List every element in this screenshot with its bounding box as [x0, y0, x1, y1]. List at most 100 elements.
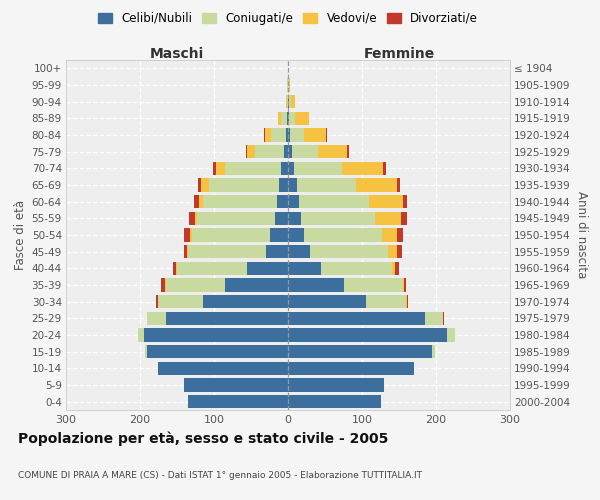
Bar	[382, 228, 397, 241]
Bar	[288, 378, 384, 392]
Bar	[166, 312, 288, 325]
Bar	[301, 212, 376, 225]
Bar	[292, 145, 317, 158]
Bar	[138, 328, 144, 342]
Bar	[401, 212, 407, 225]
Bar	[288, 128, 290, 141]
Bar	[203, 295, 288, 308]
Bar	[288, 345, 432, 358]
Bar	[288, 278, 343, 291]
Bar	[166, 278, 225, 291]
Bar	[366, 295, 406, 308]
Text: Femmine: Femmine	[364, 47, 434, 61]
Bar	[278, 112, 281, 125]
Bar	[288, 112, 289, 125]
Bar	[290, 128, 304, 141]
Text: Popolazione per età, sesso e stato civile - 2005: Popolazione per età, sesso e stato civil…	[18, 431, 388, 446]
Bar	[310, 245, 388, 258]
Bar	[304, 128, 326, 141]
Bar	[277, 195, 288, 208]
Bar	[173, 262, 176, 275]
Bar	[288, 312, 425, 325]
Bar	[288, 262, 322, 275]
Bar	[407, 295, 408, 308]
Bar	[322, 262, 392, 275]
Legend: Celibi/Nubili, Coniugati/e, Vedovi/e, Divorziati/e: Celibi/Nubili, Coniugati/e, Vedovi/e, Di…	[94, 8, 482, 28]
Bar	[184, 228, 190, 241]
Bar	[403, 278, 404, 291]
Bar	[288, 95, 289, 108]
Bar	[279, 178, 288, 192]
Bar	[288, 78, 289, 92]
Bar	[347, 145, 349, 158]
Bar	[213, 162, 216, 175]
Bar	[326, 128, 327, 141]
Bar	[447, 328, 455, 342]
Bar	[288, 328, 447, 342]
Bar	[247, 262, 288, 275]
Bar	[304, 228, 382, 241]
Bar	[388, 245, 397, 258]
Bar	[287, 95, 288, 108]
Bar	[146, 312, 148, 325]
Bar	[177, 262, 247, 275]
Bar	[281, 112, 287, 125]
Bar	[383, 162, 386, 175]
Bar	[158, 295, 203, 308]
Bar	[269, 228, 288, 241]
Bar	[255, 145, 284, 158]
Bar	[188, 245, 266, 258]
Bar	[225, 162, 281, 175]
Bar	[187, 245, 188, 258]
Bar	[161, 278, 165, 291]
Bar	[288, 178, 297, 192]
Bar	[176, 262, 177, 275]
Bar	[288, 228, 304, 241]
Bar	[288, 295, 366, 308]
Bar	[287, 112, 288, 125]
Bar	[144, 328, 288, 342]
Bar	[189, 212, 195, 225]
Bar	[295, 112, 309, 125]
Bar	[194, 195, 199, 208]
Bar	[190, 228, 192, 241]
Bar	[165, 278, 166, 291]
Bar	[287, 78, 288, 92]
Bar	[184, 245, 187, 258]
Bar	[148, 312, 166, 325]
Bar	[275, 212, 288, 225]
Bar	[188, 395, 288, 408]
Bar	[397, 245, 402, 258]
Bar	[271, 128, 286, 141]
Bar	[432, 345, 434, 358]
Bar	[397, 228, 403, 241]
Bar	[288, 362, 414, 375]
Y-axis label: Fasce di età: Fasce di età	[14, 200, 28, 270]
Bar	[392, 262, 395, 275]
Bar	[286, 95, 287, 108]
Bar	[317, 145, 347, 158]
Bar	[148, 345, 288, 358]
Bar	[288, 212, 301, 225]
Bar	[288, 195, 299, 208]
Bar	[299, 195, 370, 208]
Text: Maschi: Maschi	[150, 47, 204, 61]
Bar	[203, 195, 277, 208]
Bar	[288, 395, 380, 408]
Bar	[342, 162, 383, 175]
Bar	[294, 162, 342, 175]
Bar	[266, 245, 288, 258]
Bar	[443, 312, 444, 325]
Bar	[195, 212, 197, 225]
Bar	[376, 212, 401, 225]
Bar	[246, 145, 247, 158]
Bar	[265, 128, 271, 141]
Bar	[425, 312, 443, 325]
Bar	[286, 128, 288, 141]
Bar	[289, 95, 291, 108]
Bar	[289, 112, 295, 125]
Bar	[343, 278, 403, 291]
Y-axis label: Anni di nascita: Anni di nascita	[575, 192, 587, 278]
Bar	[281, 162, 288, 175]
Text: COMUNE DI PRAIA A MARE (CS) - Dati ISTAT 1° gennaio 2005 - Elaborazione TUTTITAL: COMUNE DI PRAIA A MARE (CS) - Dati ISTAT…	[18, 470, 422, 480]
